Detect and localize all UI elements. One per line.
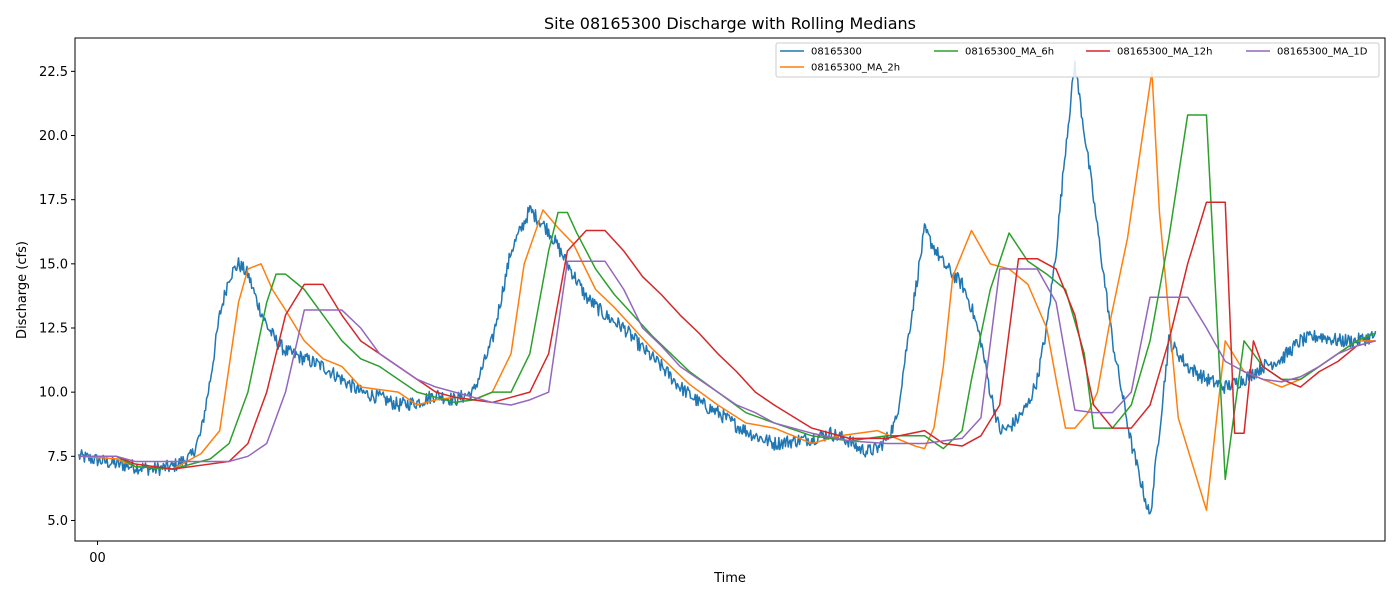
legend-label-08165300: 08165300: [811, 47, 862, 58]
series-line-08165300-ma-2h: [78, 70, 1376, 511]
legend-box: [775, 42, 1380, 78]
y-tick-label: 10.0: [39, 386, 68, 401]
ticks-layer: 5.0 7.5 10.0 12.5 15.0 17.5 20.0 22.5 00: [39, 65, 106, 566]
y-tick-label: 5.0: [47, 514, 68, 529]
y-tick-label: 7.5: [47, 450, 68, 465]
series-line-08165300-ma-12h: [78, 201, 1376, 470]
legend-label-08165300-ma-12h: 08165300_MA_12h: [1117, 47, 1212, 58]
series-line-08165300-ma-1d: [78, 260, 1376, 463]
y-tick-label: 12.5: [39, 321, 68, 336]
plot-frame: [74, 37, 1386, 542]
x-axis-label: Time: [713, 571, 746, 586]
y-tick-label: 22.5: [39, 65, 68, 80]
legend-label-08165300-ma-1d: 08165300_MA_1D: [1277, 47, 1368, 58]
y-tick-label: 15.0: [39, 257, 68, 272]
chart-title: Site 08165300 Discharge with Rolling Med…: [544, 14, 916, 33]
y-tick-label: 20.0: [39, 129, 68, 144]
x-tick-label: 00: [89, 551, 106, 566]
legend-label-08165300-ma-2h: 08165300_MA_2h: [811, 63, 900, 74]
legend-label-08165300-ma-6h: 08165300_MA_6h: [965, 47, 1054, 58]
y-axis-label: Discharge (cfs): [15, 241, 30, 339]
series-layer: [78, 60, 1377, 515]
series-line-08165300: [78, 60, 1377, 515]
y-tick-label: 17.5: [39, 193, 68, 208]
legend: 08165300 08165300_MA_2h 08165300_MA_6h 0816…: [775, 42, 1380, 78]
series-line-08165300-ma-6h: [78, 114, 1376, 481]
